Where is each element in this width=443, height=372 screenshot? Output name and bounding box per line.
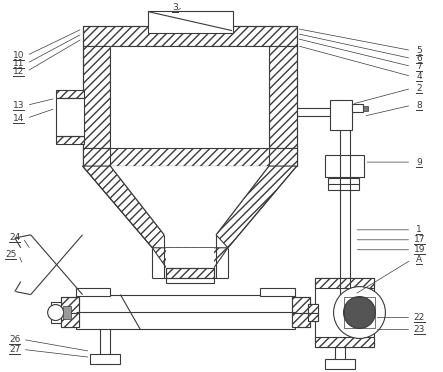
Circle shape [48, 305, 64, 321]
Text: 1: 1 [416, 225, 422, 234]
Bar [76, 295, 295, 330]
Bar [315, 278, 374, 347]
Circle shape [334, 286, 385, 339]
Bar [328, 178, 359, 190]
Bar [61, 312, 78, 327]
Text: 13: 13 [13, 101, 24, 110]
Bar [90, 355, 120, 364]
Bar [315, 337, 374, 347]
Bar [110, 45, 269, 150]
Bar [82, 26, 297, 166]
Bar [315, 278, 374, 288]
Text: 3: 3 [172, 3, 178, 12]
Text: 14: 14 [13, 114, 24, 123]
Bar [76, 288, 110, 296]
Bar [308, 312, 318, 321]
Bar [325, 155, 365, 177]
Text: 24: 24 [9, 233, 20, 242]
Text: 5: 5 [416, 46, 422, 55]
Text: 10: 10 [13, 51, 24, 60]
Polygon shape [82, 166, 164, 248]
Bar [61, 296, 78, 312]
Text: 4: 4 [416, 72, 422, 81]
Bar [308, 304, 318, 321]
Polygon shape [269, 148, 297, 166]
Polygon shape [216, 166, 297, 248]
Bar [82, 148, 297, 166]
Text: 26: 26 [9, 335, 20, 344]
Bar [51, 302, 61, 324]
Bar [56, 98, 84, 136]
Text: 7: 7 [416, 62, 422, 71]
Bar [308, 304, 318, 312]
Text: 23: 23 [414, 325, 425, 334]
Polygon shape [166, 248, 214, 268]
Bar [260, 288, 295, 296]
Bar [166, 268, 214, 283]
Polygon shape [82, 148, 110, 166]
Bar [62, 305, 70, 320]
Text: 22: 22 [414, 313, 425, 322]
Text: 6: 6 [416, 54, 422, 63]
Text: 11: 11 [13, 59, 24, 68]
Bar [292, 296, 310, 327]
Text: 25: 25 [5, 250, 16, 259]
Bar [351, 104, 363, 112]
Text: 19: 19 [413, 245, 425, 254]
Bar [61, 296, 78, 327]
Text: 17: 17 [413, 235, 425, 244]
Bar [82, 45, 110, 150]
Text: A: A [416, 255, 422, 264]
Text: 27: 27 [9, 345, 20, 354]
Circle shape [343, 296, 375, 328]
Bar [148, 11, 233, 33]
Text: 8: 8 [416, 101, 422, 110]
Bar [56, 90, 84, 98]
Bar [330, 100, 351, 130]
Bar [343, 296, 375, 328]
Bar [363, 106, 369, 111]
Text: 9: 9 [416, 158, 422, 167]
Bar [292, 296, 310, 312]
Text: 12: 12 [13, 67, 24, 76]
Bar [269, 45, 297, 150]
Polygon shape [152, 248, 228, 268]
Bar [325, 359, 354, 369]
Bar [56, 136, 84, 144]
Bar [166, 268, 214, 278]
Bar [82, 26, 297, 45]
Text: 2: 2 [416, 84, 422, 93]
Bar [292, 312, 310, 327]
Polygon shape [110, 166, 269, 235]
